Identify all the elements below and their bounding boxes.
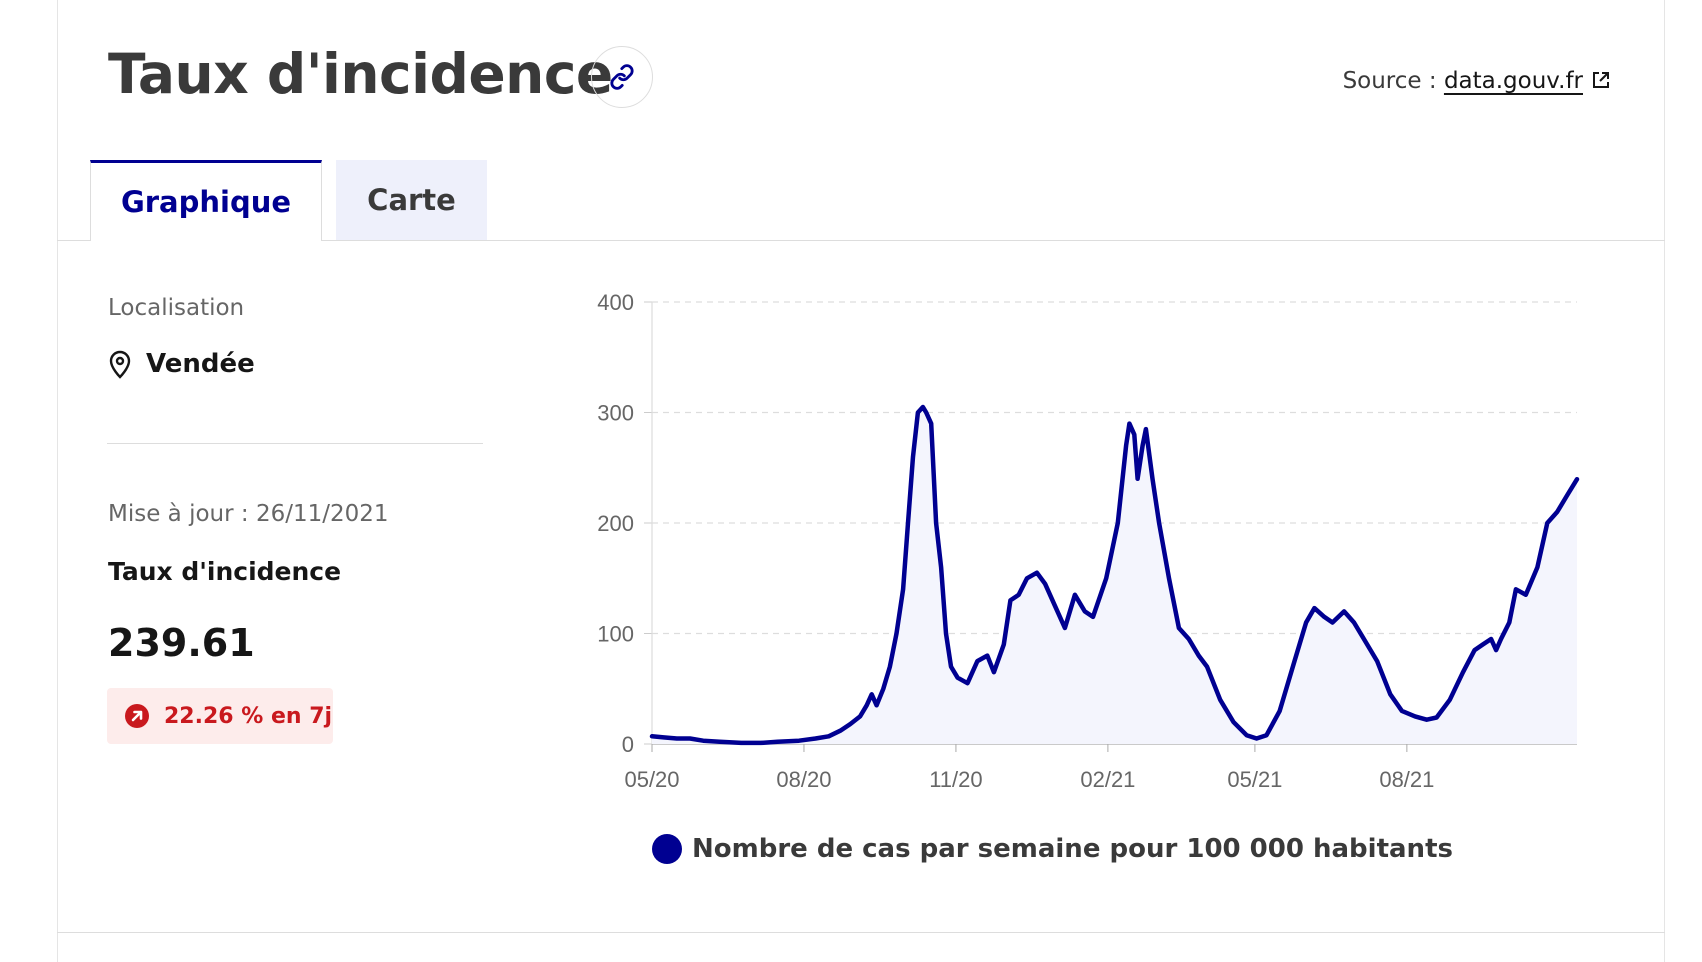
- source-line: Source : data.gouv.fr: [1343, 68, 1611, 94]
- chart-legend: Nombre de cas par semaine pour 100 000 h…: [652, 834, 1453, 864]
- external-link-icon: [1593, 72, 1609, 88]
- y-tick-label: 300: [597, 401, 634, 426]
- link-icon: [610, 64, 634, 90]
- legend-swatch: [652, 834, 682, 864]
- y-tick-label: 200: [597, 511, 634, 536]
- tabs-divider: [57, 240, 1665, 241]
- page-title: Taux d'incidence: [108, 42, 613, 106]
- tab-carte[interactable]: Carte: [336, 160, 487, 240]
- legend-label: Nombre de cas par semaine pour 100 000 h…: [692, 834, 1453, 864]
- x-tick-label: 05/20: [624, 767, 679, 792]
- y-tick-label: 0: [622, 732, 634, 757]
- x-tick-label: 02/21: [1080, 767, 1135, 792]
- x-tick-label: 08/21: [1379, 767, 1434, 792]
- arrow-up-right-icon: [125, 704, 149, 728]
- indicator-card: [57, 0, 1665, 962]
- indicator-title: Taux d'incidence: [108, 557, 342, 586]
- location-value: Vendée: [146, 349, 255, 379]
- trend-text: 22.26 % en 7j: [164, 703, 333, 729]
- copy-link-button[interactable]: [591, 46, 653, 108]
- sidebar-divider: [107, 443, 483, 444]
- location-selector[interactable]: Vendée: [108, 349, 255, 379]
- source-link[interactable]: data.gouv.fr: [1443, 68, 1583, 94]
- y-tick-label: 400: [597, 290, 634, 315]
- location-label: Localisation: [108, 295, 245, 321]
- trend-badge: 22.26 % en 7j: [107, 688, 333, 744]
- x-tick-label: 11/20: [929, 767, 982, 792]
- x-tick-label: 05/21: [1227, 767, 1282, 792]
- indicator-value: 239.61: [108, 621, 255, 665]
- source-prefix: Source :: [1342, 68, 1444, 94]
- card-bottom-divider: [57, 932, 1665, 933]
- series-line: [649, 404, 1580, 746]
- y-tick-label: 100: [597, 622, 634, 647]
- tab-graphique[interactable]: Graphique: [90, 160, 322, 241]
- x-tick-label: 08/20: [776, 767, 831, 792]
- map-pin-icon: [109, 350, 131, 379]
- updated-date: Mise à jour : 26/11/2021: [108, 501, 389, 527]
- series-area: [652, 407, 1577, 744]
